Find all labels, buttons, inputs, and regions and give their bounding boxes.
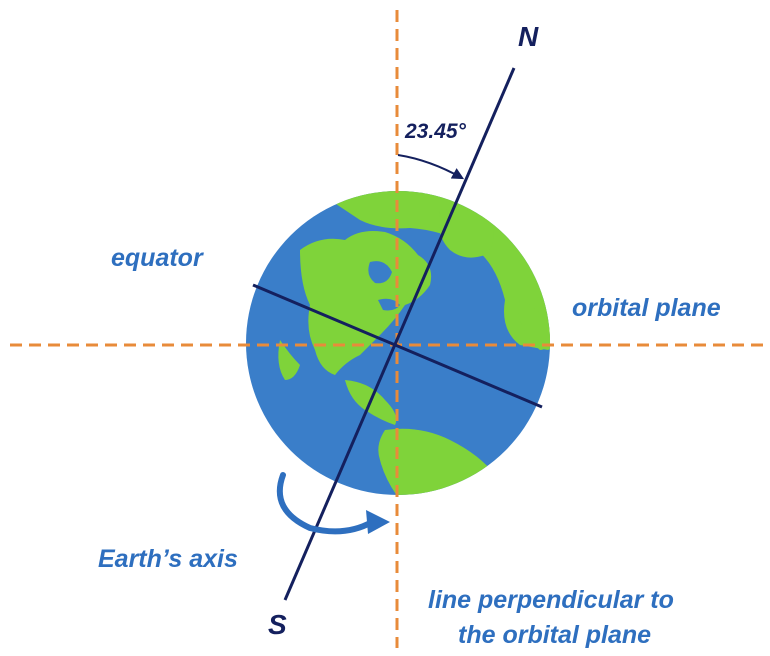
earths-axis-label: Earth’s axis [98,545,238,573]
continent-greenland [438,208,494,258]
hudson-bay [368,261,392,284]
orbital-plane-label: orbital plane [572,294,721,322]
continent-africa-edge [517,300,550,350]
rotation-arrow-head [366,510,390,534]
perpendicular-label-line2: the orbital plane [458,621,651,649]
perpendicular-label-line1: line perpendicular to [428,586,674,614]
dashed-reference-lines [10,10,768,648]
lakes [368,261,400,311]
curved-rotation-arrow-icon [276,472,375,535]
equator-line [252,283,543,409]
angle-label: 23.45° [404,120,467,143]
equator-label: equator [111,244,204,272]
continent-west-rim [278,340,300,380]
continent-rim [330,191,550,350]
earths-axis-line [283,67,516,601]
south-label: S [268,609,287,640]
north-label: N [518,21,539,52]
great-lakes [378,298,400,311]
angle-arc-arrow-icon [397,154,465,180]
